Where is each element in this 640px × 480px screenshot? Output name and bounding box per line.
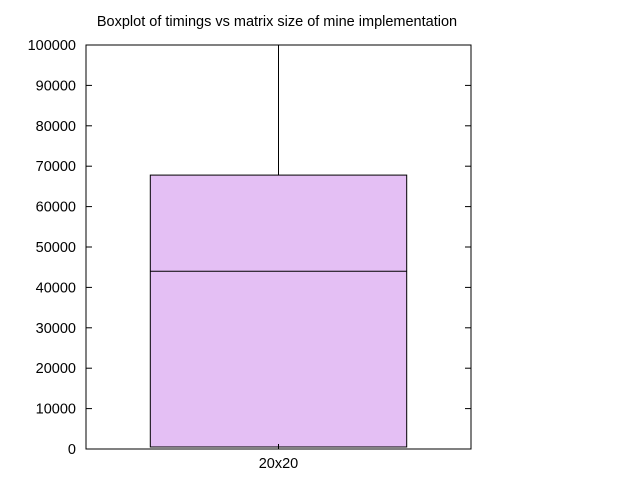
plot-area: 20x20 0 10000 20000 30000 40000 50000 60000 7000… (28, 38, 472, 472)
y-tick-label: 40000 (36, 280, 76, 296)
box-20x20 (149, 174, 408, 448)
y-tick-label: 30000 (36, 321, 76, 337)
y-tick-label: 10000 (36, 402, 76, 418)
y-tick-label: 70000 (36, 159, 76, 175)
y-tick-label: 60000 (36, 200, 76, 216)
y-tick-label: 0 (68, 442, 76, 458)
y-tick-label: 100000 (28, 38, 76, 54)
chart-title: Boxplot of timings vs matrix size of min… (97, 14, 457, 30)
x-tick-label: 20x20 (259, 456, 299, 472)
y-tick-label: 90000 (36, 78, 76, 94)
y-tick-label: 80000 (36, 119, 76, 135)
y-tick-label: 20000 (36, 361, 76, 377)
y-tick-label: 50000 (36, 240, 76, 256)
